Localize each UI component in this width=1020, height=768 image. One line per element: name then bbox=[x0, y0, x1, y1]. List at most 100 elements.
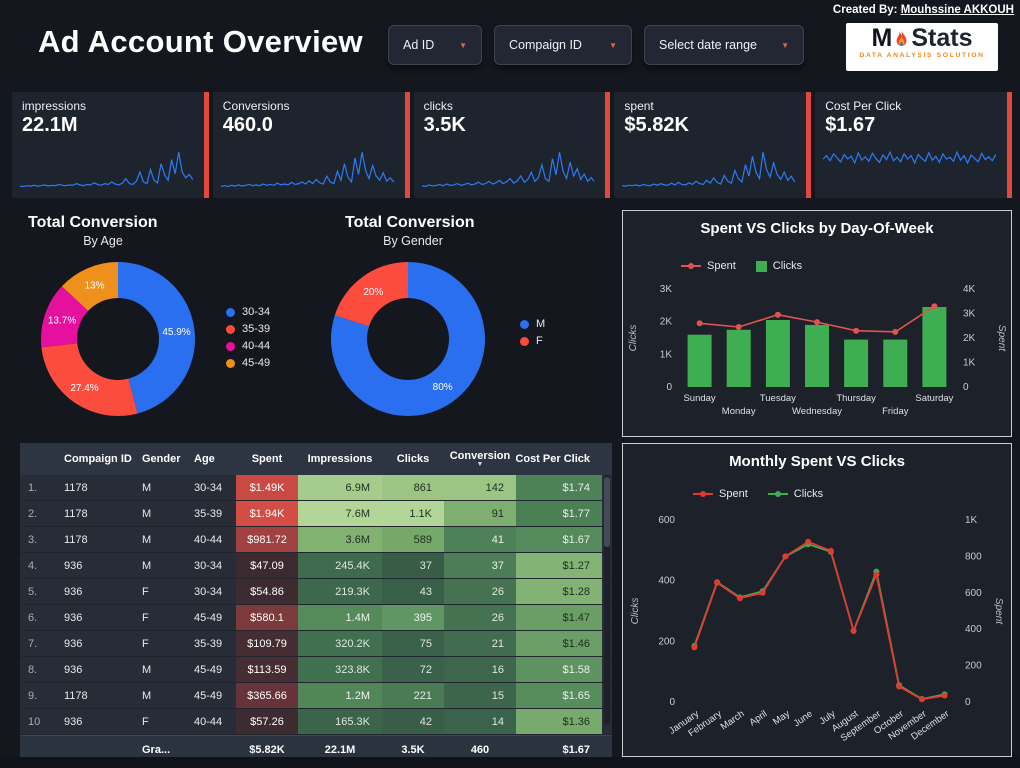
filter-bar: Ad ID ▼ Compaign ID ▼ Select date range … bbox=[388, 25, 804, 65]
cell-impressions: 323.8K bbox=[298, 657, 382, 682]
cell-clicks: 37 bbox=[382, 553, 444, 578]
date-range-dropdown[interactable]: Select date range ▼ bbox=[644, 25, 804, 65]
x-axis-label: Wednesday bbox=[792, 406, 842, 417]
created-by-label: Created By: bbox=[832, 4, 898, 16]
bar-Wednesday[interactable] bbox=[805, 324, 829, 387]
donut-slice-M[interactable] bbox=[331, 262, 486, 416]
cell-gender: M bbox=[142, 481, 152, 494]
table-row[interactable]: 1. 1178 M 30-34 $1.49K 6.9M 861 142 $1.74 bbox=[20, 475, 612, 501]
legend-item-clicks[interactable]: Clicks bbox=[767, 488, 823, 500]
table-row[interactable]: 4. 936 M 30-34 $47.09 245.4K 37 37 $1.27 bbox=[20, 553, 612, 579]
kpi-value: 22.1M bbox=[22, 114, 78, 136]
cell-conversion: 15 bbox=[444, 683, 516, 708]
column-header-cost-per-click[interactable]: Cost Per Click bbox=[516, 453, 590, 465]
legend-item-spent[interactable]: Spent bbox=[681, 260, 736, 272]
table-row[interactable]: 3. 1178 M 40-44 $981.72 3.6M 589 41 $1.67 bbox=[20, 527, 612, 553]
cell-compaign-id: 936 bbox=[64, 611, 83, 624]
cell-impressions: 7.6M bbox=[298, 501, 382, 526]
spent-point-January[interactable] bbox=[691, 644, 698, 651]
donut-slice-45-49[interactable] bbox=[61, 262, 118, 311]
table-row[interactable]: 2. 1178 M 35-39 $1.94K 7.6M 1.1K 91 $1.77 bbox=[20, 501, 612, 527]
legend-item-spent[interactable]: Spent bbox=[693, 488, 748, 500]
column-header-conversion[interactable]: Conversion ▼ bbox=[444, 443, 516, 475]
column-header-impressions[interactable]: Impressions bbox=[307, 453, 373, 465]
x-axis-label: Friday bbox=[882, 406, 909, 417]
created-by: Created By: Mouhssine AKKOUH bbox=[833, 4, 1014, 16]
row-index: 8. bbox=[28, 663, 38, 676]
line-point-Saturday[interactable] bbox=[931, 303, 938, 310]
slice-label: 13.7% bbox=[48, 316, 76, 327]
donut-slice-40-44[interactable] bbox=[41, 286, 89, 348]
scrollbar-thumb[interactable] bbox=[604, 477, 610, 547]
line-point-Wednesday[interactable] bbox=[814, 319, 820, 326]
y-axis-tick: 0 bbox=[965, 697, 971, 708]
spent-point-November[interactable] bbox=[918, 696, 925, 703]
column-header-gender[interactable]: Gender bbox=[142, 453, 181, 465]
table-row[interactable]: 8. 936 M 45-49 $113.59 323.8K 72 16 $1.58 bbox=[20, 657, 612, 683]
spent-point-December[interactable] bbox=[941, 692, 948, 699]
table-row[interactable]: 10 936 F 40-44 $57.26 165.3K 42 14 $1.36 bbox=[20, 709, 612, 735]
line-point-Monday[interactable] bbox=[735, 324, 742, 330]
table-scrollbar[interactable] bbox=[604, 475, 610, 725]
bar-Sunday[interactable] bbox=[687, 334, 712, 387]
table-row[interactable]: 9. 1178 M 45-49 $365.66 1.2M 221 15 $1.65 bbox=[20, 683, 612, 709]
donut-slice-35-39[interactable] bbox=[41, 343, 138, 417]
spent-point-August[interactable] bbox=[850, 628, 857, 634]
cell-age: 45-49 bbox=[194, 663, 223, 676]
spent-point-September[interactable] bbox=[873, 571, 880, 578]
bar-Friday[interactable] bbox=[883, 339, 908, 387]
ad-id-dropdown[interactable]: Ad ID ▼ bbox=[388, 25, 482, 65]
line-point-Thursday[interactable] bbox=[853, 327, 860, 334]
column-header-spent[interactable]: Spent bbox=[251, 453, 283, 465]
y-axis-tick: 1K bbox=[963, 358, 976, 369]
cell-cost-per-click: $1.65 bbox=[516, 683, 602, 708]
kpi-card: clicks 3.5K bbox=[413, 92, 611, 198]
y-axis-tick: 1K bbox=[965, 515, 978, 526]
line-point-Tuesday[interactable] bbox=[774, 311, 781, 318]
legend-dot bbox=[226, 307, 235, 317]
kpi-label: Cost Per Click bbox=[825, 99, 902, 113]
right-axis-title: Spent bbox=[993, 598, 1004, 625]
legend-item-45-49[interactable]: 45-49 bbox=[226, 357, 270, 369]
kpi-value: $5.82K bbox=[624, 114, 689, 136]
legend-item-M[interactable]: M bbox=[520, 318, 545, 330]
campaign-id-dropdown[interactable]: Compaign ID ▼ bbox=[494, 25, 632, 65]
spent-point-February[interactable] bbox=[714, 579, 721, 586]
bar-Monday[interactable] bbox=[726, 329, 751, 387]
column-header-clicks[interactable]: Clicks bbox=[396, 453, 430, 465]
logo-wordmark: M Stats bbox=[846, 25, 998, 51]
row-index: 2. bbox=[28, 507, 38, 520]
author-link[interactable]: Mouhssine AKKOUH bbox=[900, 4, 1014, 16]
column-header-compaign-id[interactable]: Compaign ID bbox=[64, 453, 132, 465]
table-row[interactable]: 6. 936 F 45-49 $580.1 1.4M 395 26 $1.47 bbox=[20, 605, 612, 631]
spent-point-March[interactable] bbox=[736, 595, 743, 602]
legend-item-40-44[interactable]: 40-44 bbox=[226, 340, 270, 352]
line-point-Friday[interactable] bbox=[892, 328, 899, 335]
legend-item-35-39[interactable]: 35-39 bbox=[226, 323, 270, 335]
cell-gender: M bbox=[142, 689, 152, 702]
donut-slice-F[interactable] bbox=[334, 262, 408, 327]
kpi-card: Conversions 460.0 bbox=[212, 92, 410, 198]
legend-item-F[interactable]: F bbox=[520, 335, 545, 347]
spent-point-October[interactable] bbox=[896, 683, 903, 690]
donut-slice-30-34[interactable] bbox=[118, 262, 196, 414]
mostats-logo: M Stats DATA ANALYSIS SOLUTION bbox=[846, 23, 998, 71]
column-header-age[interactable]: Age bbox=[194, 453, 215, 465]
spent-point-June[interactable] bbox=[805, 538, 812, 545]
spent-point-July[interactable] bbox=[827, 547, 834, 554]
bar-Thursday[interactable] bbox=[844, 339, 869, 387]
legend-item-clicks[interactable]: Clicks bbox=[755, 260, 802, 272]
line-point-Sunday[interactable] bbox=[696, 320, 703, 327]
spent-point-April[interactable] bbox=[759, 589, 766, 596]
table-row[interactable]: 5. 936 F 30-34 $54.86 219.3K 43 26 $1.28 bbox=[20, 579, 612, 605]
table-row[interactable]: 7. 936 F 35-39 $109.79 320.2K 75 21 $1.46 bbox=[20, 631, 612, 657]
bar-Saturday[interactable] bbox=[922, 307, 947, 387]
legend-label: M bbox=[536, 318, 546, 330]
y-axis-tick: 2K bbox=[660, 317, 673, 328]
spent-point-May[interactable] bbox=[782, 553, 789, 560]
cell-cost-per-click: $1.67 bbox=[562, 744, 590, 756]
legend-item-30-34[interactable]: 30-34 bbox=[226, 306, 270, 318]
bar-Tuesday[interactable] bbox=[765, 320, 790, 387]
